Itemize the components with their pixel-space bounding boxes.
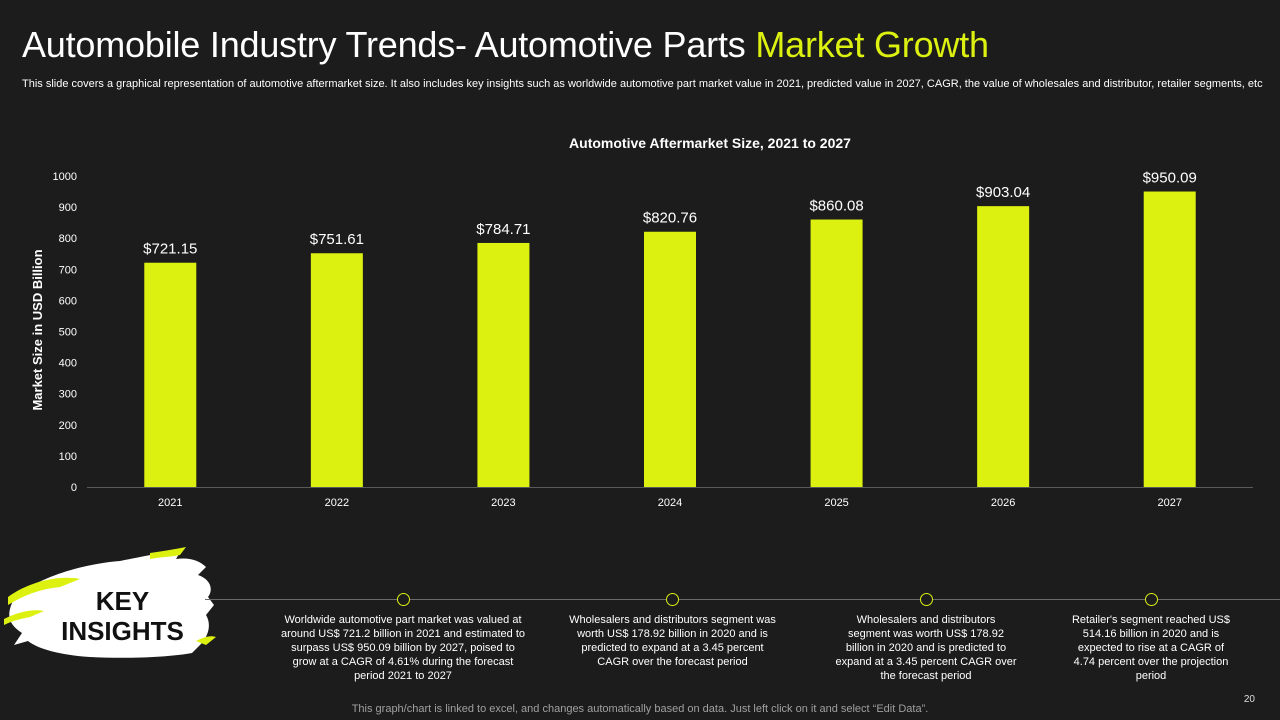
y-tick-label: 600 [59, 295, 77, 307]
key-insights-line1: KEY [95, 586, 150, 616]
title-main: Automobile Industry Trends- Automotive P… [22, 24, 746, 65]
bar-2022 [310, 253, 363, 487]
insight-text-4: Retailer's segment reached US$ 514.16 bi… [1071, 614, 1230, 682]
timeline-marker [397, 593, 410, 606]
y-tick-label: 900 [59, 202, 77, 214]
x-tick-label: 2027 [1157, 497, 1181, 509]
bar-2025 [810, 219, 863, 487]
y-tick-label: 700 [59, 264, 77, 276]
insight-text-2: Wholesalers and distributors segment was… [569, 614, 776, 668]
timeline-marker [666, 593, 679, 606]
x-tick-label: 2023 [491, 497, 515, 509]
page-subtitle: This slide covers a graphical representa… [22, 78, 1263, 90]
x-tick-label: 2022 [325, 497, 349, 509]
data-label-2027: $950.09 [1143, 170, 1197, 187]
bar-2027 [1143, 191, 1196, 487]
bar-2024 [644, 231, 696, 487]
chart-footnote: This graph/chart is linked to excel, and… [351, 703, 929, 715]
x-tick-label: 2025 [824, 497, 848, 509]
y-tick-label: 800 [59, 233, 77, 245]
data-label-2024: $820.76 [643, 210, 697, 227]
x-tick-label: 2026 [991, 497, 1015, 509]
timeline-marker [1145, 593, 1158, 606]
page-number: 20 [1243, 694, 1255, 705]
y-tick-label: 500 [59, 327, 77, 339]
title-accent: Market Growth [755, 24, 989, 65]
insights-timeline-line [205, 599, 1280, 600]
bar-2021 [144, 262, 197, 487]
key-insights-line2: INSIGHTS [61, 616, 184, 646]
page-title: Automobile Industry Trends- Automotive P… [22, 24, 989, 66]
y-tick-label: 200 [59, 420, 77, 432]
chart-title: Automotive Aftermarket Size, 2021 to 202… [569, 135, 851, 151]
bar-2023 [477, 242, 530, 487]
aftermarket-bar-chart: Automotive Aftermarket Size, 2021 to 202… [30, 135, 1253, 509]
insight-text-3: Wholesalers and distributors segment was… [835, 614, 1017, 682]
x-tick-label: 2024 [658, 497, 682, 509]
insight-text-1: Worldwide automotive part market was val… [280, 614, 525, 682]
data-label-2022: $751.61 [310, 231, 364, 248]
y-axis-label: Market Size in USD Billion [30, 249, 45, 410]
bar-2026 [977, 206, 1030, 488]
key-insights-brush-shape [4, 547, 216, 658]
y-tick-label: 400 [59, 358, 77, 370]
key-insights-label: KEY INSIGHTS [50, 586, 195, 646]
y-tick-label: 1000 [53, 171, 77, 183]
x-tick-label: 2021 [158, 497, 182, 509]
timeline-marker [920, 593, 933, 606]
data-label-2025: $860.08 [809, 198, 863, 215]
y-tick-label: 0 [71, 482, 77, 494]
data-label-2026: $903.04 [976, 184, 1030, 201]
data-label-2021: $721.15 [143, 241, 197, 258]
y-tick-label: 100 [59, 451, 77, 463]
y-tick-label: 300 [59, 389, 77, 401]
data-label-2023: $784.71 [476, 221, 530, 238]
